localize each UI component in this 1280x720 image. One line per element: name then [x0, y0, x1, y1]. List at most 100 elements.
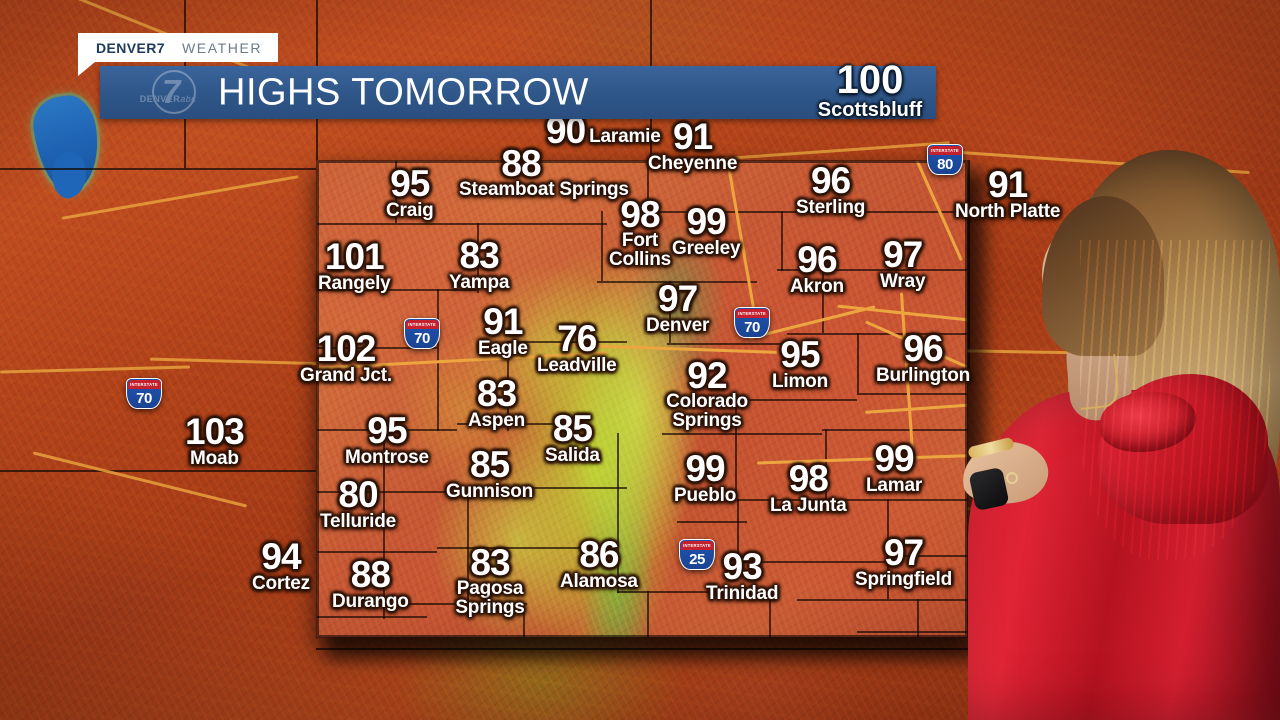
forecast-label-eagle: 91 Eagle [478, 303, 528, 358]
branding-tag-tail [78, 62, 95, 76]
banner-title: HIGHS TOMORROW [218, 71, 589, 113]
county-line [477, 223, 479, 293]
forecast-label-limon: 95 Limon [772, 336, 828, 391]
county-line [857, 631, 967, 633]
county-line [317, 289, 477, 291]
forecast-label-montrose: 95 Montrose [345, 412, 429, 467]
county-line [457, 423, 577, 425]
county-line [317, 491, 467, 493]
county-line [317, 223, 607, 225]
county-line [317, 347, 437, 349]
county-line [669, 281, 671, 343]
county-line [887, 499, 889, 599]
county-line [477, 487, 627, 489]
county-line [825, 429, 827, 499]
forecast-label-sterling: 96 Sterling [796, 162, 865, 217]
forecast-label-alamosa: 86 Alamosa [560, 536, 638, 591]
interstate-shield-70: INTERSTATE 70 [734, 307, 770, 338]
county-line [917, 599, 919, 637]
presenter-hair-strands [1080, 240, 1270, 560]
county-line [617, 591, 727, 593]
county-line [822, 429, 967, 431]
colorado-texture [317, 161, 967, 637]
forecast-label-fort-collins: 98 Fort Collins [590, 196, 690, 269]
forecast-label-durango: 88 Durango [332, 556, 409, 611]
denver7-logo-icon: 7 DENVERabc [124, 70, 212, 116]
forecast-label-cortez: 94 Cortez [252, 538, 310, 593]
title-banner: 7 DENVERabc HIGHS TOMORROW [100, 66, 936, 119]
forecast-label-aspen: 83 Aspen [468, 375, 525, 430]
forecast-label-akron: 96 Akron [790, 241, 844, 296]
county-line [857, 393, 967, 395]
interstate-shield-80: INTERSTATE 80 [927, 144, 963, 175]
county-line [857, 333, 859, 393]
logo-wordmark: DENVERabc [139, 94, 197, 104]
colorado-inset-map [316, 160, 968, 638]
forecast-label-denver: 97 Denver [646, 280, 709, 335]
forecast-label-craig: 95 Craig [386, 165, 434, 220]
county-line [317, 429, 457, 431]
forecast-label-greeley: 99 Greeley [672, 203, 741, 258]
forecast-label-burlington: 96 Burlington [876, 330, 970, 385]
presenter-ring [1006, 472, 1018, 484]
forecast-label-rangely: 101 Rangely [318, 238, 391, 293]
forecast-label-north-platte: 91 North Platte [955, 166, 1060, 221]
county-line [697, 399, 857, 401]
county-line [617, 433, 619, 593]
county-line [395, 161, 397, 223]
county-line [647, 591, 649, 637]
interstate-shield-70: INTERSTATE 70 [404, 318, 440, 349]
forecast-label-springfield: 97 Springfield [855, 534, 952, 589]
county-line [887, 555, 967, 557]
forecast-label-leadville: 76 Leadville [537, 320, 617, 375]
county-line [601, 211, 603, 281]
presenter-necklace [1075, 354, 1121, 410]
county-line [467, 487, 469, 617]
county-line [737, 561, 887, 563]
forecast-label-wray: 97 Wray [880, 236, 926, 291]
presenter-hair-front [1042, 196, 1164, 356]
county-line [662, 433, 822, 435]
state-boundary [0, 470, 316, 472]
forecast-label-moab: 103 Moab [185, 413, 245, 468]
forecast-label-grand-junction: 102 Grand Jct. [300, 330, 392, 385]
forecast-label-trinidad: 93 Trinidad [706, 548, 778, 603]
county-line [787, 333, 967, 335]
county-line [647, 161, 649, 213]
forecast-label-pagosa-springs: 83 Pagosa Springs [446, 544, 534, 617]
meteorologist-presenter [950, 0, 1280, 720]
station-name: DENVER7 [96, 39, 165, 56]
forecast-label-pueblo: 99 Pueblo [674, 450, 736, 505]
station-section: WEATHER [181, 39, 263, 56]
county-line [769, 599, 771, 637]
county-line [781, 211, 783, 271]
county-line [737, 499, 967, 501]
forecast-label-gunnison: 85 Gunnison [446, 446, 533, 501]
interstate-shield-25: INTERSTATE 25 [679, 539, 715, 570]
forecast-label-colorado-springs: 92 Colorado Springs [655, 357, 759, 430]
county-line [647, 211, 967, 213]
county-line [523, 603, 525, 637]
interstate-shield-70: INTERSTATE 70 [126, 378, 162, 409]
forecast-label-salida: 85 Salida [545, 410, 600, 465]
county-line [822, 269, 824, 333]
county-line [667, 343, 787, 345]
county-line [735, 399, 737, 499]
forecast-label-lamar: 99 Lamar [866, 440, 922, 495]
state-boundary [0, 168, 316, 170]
forecast-label-cheyenne: 91 Cheyenne [648, 118, 737, 173]
colorado-relief [317, 161, 967, 637]
county-line [317, 551, 437, 553]
forecast-label-telluride: 80 Telluride [320, 476, 396, 531]
county-line [597, 281, 757, 283]
county-line [437, 547, 617, 549]
county-line [777, 269, 967, 271]
forecast-label-la-junta: 98 La Junta [770, 460, 847, 515]
county-line [797, 599, 967, 601]
station-branding-tag: DENVER7 WEATHER [78, 33, 279, 62]
county-line [737, 499, 739, 561]
county-line [383, 429, 385, 619]
county-line [507, 341, 627, 343]
county-line [677, 521, 747, 523]
